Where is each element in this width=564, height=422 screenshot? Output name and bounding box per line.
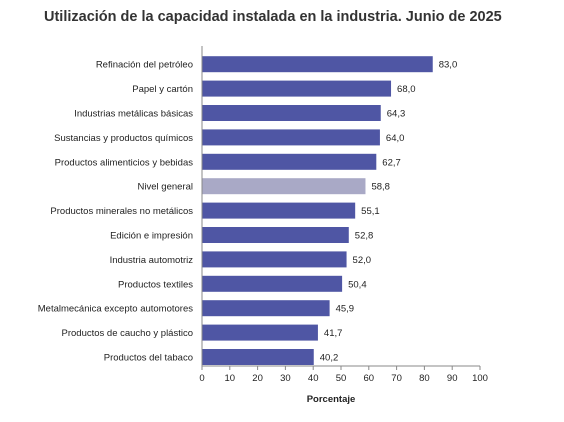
- category-label: Productos alimenticios y bebidas: [55, 157, 194, 168]
- x-axis: 0 10 20 30 40 50 60 70 80 90 100: [199, 46, 488, 384]
- bar-8: [202, 227, 349, 243]
- category-label: Papel y cartón: [132, 84, 193, 95]
- category-label: Productos de caucho y plástico: [62, 328, 194, 339]
- value-label: 58,8: [371, 182, 390, 193]
- bar-11: [202, 300, 330, 317]
- category-label: Nivel general: [138, 182, 193, 193]
- category-label: Metalmecánica excepto automotores: [38, 304, 193, 315]
- bar-1: [202, 56, 433, 73]
- bar-13: [202, 349, 314, 365]
- value-label: 64,0: [386, 133, 405, 144]
- x-tick-label: 10: [225, 373, 236, 384]
- category-label: Productos del tabaco: [104, 353, 193, 364]
- value-label: 55,1: [361, 206, 380, 217]
- bar-9: [202, 251, 347, 268]
- bars-group: [202, 56, 433, 365]
- bar-6: [202, 178, 366, 195]
- value-label: 83,0: [439, 60, 458, 71]
- x-axis-title: Porcentaje: [307, 394, 356, 405]
- bar-3: [202, 105, 381, 121]
- bar-2: [202, 80, 392, 97]
- bar-12: [202, 324, 318, 341]
- value-label: 40,2: [320, 353, 339, 364]
- x-tick-label: 90: [447, 373, 458, 384]
- category-label: Productos minerales no metálicos: [50, 206, 193, 217]
- bar-10: [202, 275, 343, 292]
- category-label: Industria automotriz: [110, 255, 194, 266]
- bar-5: [202, 153, 377, 170]
- x-tick-label: 60: [364, 373, 375, 384]
- x-tick-label: 30: [280, 373, 291, 384]
- value-label: 50,4: [348, 279, 367, 290]
- value-label: 45,9: [336, 304, 355, 315]
- chart-title: Utilización de la capacidad instalada en…: [44, 9, 502, 25]
- value-label: 62,7: [382, 157, 401, 168]
- x-tick-label: 100: [472, 373, 488, 384]
- value-label: 64,3: [387, 109, 406, 120]
- x-tick-label: 70: [391, 373, 402, 384]
- category-label: Sustancias y productos químicos: [54, 133, 193, 144]
- x-tick-label: 20: [252, 373, 263, 384]
- x-tick-label: 50: [336, 373, 347, 384]
- value-label: 52,0: [353, 255, 372, 266]
- category-label: Refinación del petróleo: [96, 60, 193, 71]
- category-labels: Refinación del petróleo Papel y cartón Ind…: [38, 60, 193, 364]
- value-label: 68,0: [397, 84, 416, 95]
- bar-7: [202, 202, 356, 219]
- x-tick-label: 80: [419, 373, 430, 384]
- value-label: 52,8: [355, 231, 374, 242]
- x-tick-label: 0: [199, 373, 204, 384]
- category-label: Productos textiles: [118, 279, 193, 290]
- value-label: 41,7: [324, 328, 343, 339]
- bar-4: [202, 129, 380, 146]
- category-label: Edición e impresión: [110, 231, 193, 242]
- x-tick-label: 40: [308, 373, 319, 384]
- category-label: Industrias metálicas básicas: [74, 109, 193, 120]
- value-labels: 83,0 68,0 64,3 64,0 62,7 58,8 55,1 52,8 52,0 50,4…: [320, 60, 457, 364]
